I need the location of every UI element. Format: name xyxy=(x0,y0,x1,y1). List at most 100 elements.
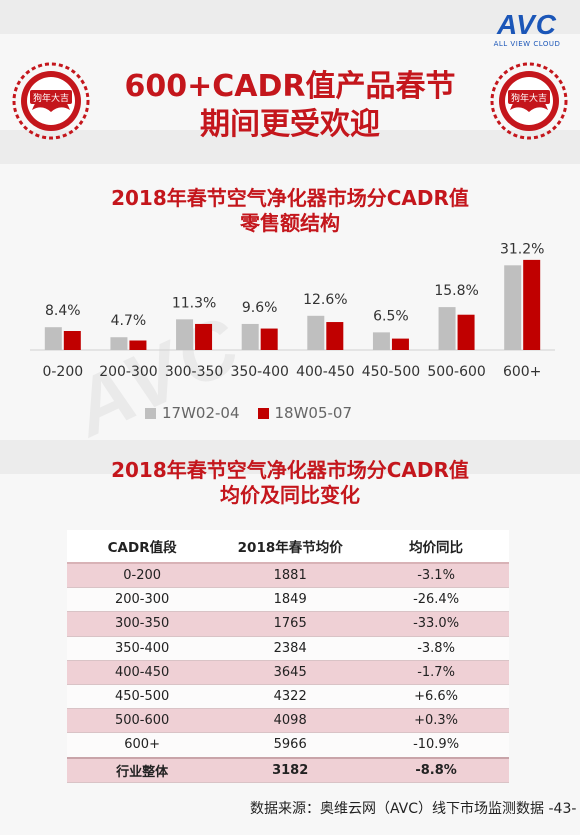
data-label: 31.2% xyxy=(500,241,544,257)
data-label: 12.6% xyxy=(303,292,347,308)
table-cell: 3182 xyxy=(217,756,364,783)
bar-18w05-07 xyxy=(523,259,541,350)
bar-18w05-07 xyxy=(326,322,344,350)
table-title-line1: 2018年春节空气净化器市场分CADR值 xyxy=(111,458,469,482)
bar-17w02-04 xyxy=(241,323,259,350)
x-tick-label: 500-600 xyxy=(427,364,486,380)
table-cell: -8.8% xyxy=(363,756,509,783)
x-tick-label: 200-300 xyxy=(99,364,158,380)
table-cell: +0.3% xyxy=(363,708,509,734)
legend-swatch-red xyxy=(257,407,269,419)
x-tick-label: 350-400 xyxy=(230,364,289,380)
table-cell: 2384 xyxy=(217,636,364,661)
bar-18w05-07 xyxy=(457,314,475,350)
table-cell: 600+ xyxy=(67,732,218,758)
bar-17w02-04 xyxy=(438,307,456,350)
table-total-row: 行业整体 3182 -8.8% xyxy=(67,756,509,783)
bg-stripe xyxy=(0,440,580,474)
chart-legend: 17W02-04 18W05-07 xyxy=(145,404,352,422)
table-cell: -3.8% xyxy=(363,636,509,661)
seal-text: 狗年大吉 xyxy=(511,92,547,104)
bg-stripe xyxy=(0,0,580,34)
table-header: CADR值段 xyxy=(67,530,218,564)
logo-mark: AVC xyxy=(496,9,558,40)
bar-18w05-07 xyxy=(63,331,81,350)
seal-text: 狗年大吉 xyxy=(33,92,69,104)
table-header-row: CADR值段 2018年春节均价 均价同比 xyxy=(67,530,509,564)
table-header: 均价同比 xyxy=(363,530,509,564)
legend-swatch-gray xyxy=(145,407,156,419)
table-cell: 1849 xyxy=(217,587,364,613)
table-title-line2: 均价及同比变化 xyxy=(220,483,360,507)
data-label: 9.6% xyxy=(242,300,278,316)
data-label: 8.4% xyxy=(45,303,81,319)
table-row: 350-400 2384 -3.8% xyxy=(67,636,509,661)
data-label: 15.8% xyxy=(434,283,478,299)
legend-item: 18W05-07 xyxy=(257,404,353,422)
table-cell: 400-450 xyxy=(67,660,218,685)
bar-chart-svg: 8.4% 0-200 4.7% 200-300 11.3% 300-350 9.6% 350-… xyxy=(30,241,555,380)
page-title: 600+CADR值产品春节 期间更受欢迎 xyxy=(95,68,485,144)
table-row: 0-200 1881 -3.1% xyxy=(67,563,509,589)
bar-chart: 8.4% 0-200 4.7% 200-300 11.3% 300-350 9.6% 350-… xyxy=(30,240,555,390)
table-cell: 4322 xyxy=(217,684,364,710)
table-cell: -1.7% xyxy=(363,660,509,685)
chart-title-line1: 2018年春节空气净化器市场分CADR值 xyxy=(111,186,469,210)
bar-18w05-07 xyxy=(129,340,147,350)
x-tick-label: 600+ xyxy=(503,364,541,380)
bar-17w02-04 xyxy=(176,319,194,350)
x-tick-label: 0-200 xyxy=(42,364,83,380)
logo-subtitle: ALL VIEW CLOUD xyxy=(493,40,561,48)
bar-18w05-07 xyxy=(391,338,409,350)
x-tick-label: 300-350 xyxy=(165,364,224,380)
table-cell: 4098 xyxy=(217,708,364,734)
bar-17w02-04 xyxy=(44,327,62,350)
table-cell: +6.6% xyxy=(363,684,509,710)
table-cell: 500-600 xyxy=(67,708,218,734)
legend-item: 17W02-04 xyxy=(145,404,240,422)
data-label: 11.3% xyxy=(172,295,216,311)
table-title: 2018年春节空气净化器市场分CADR值 均价及同比变化 xyxy=(40,458,540,508)
avc-logo: AVC ALL VIEW CLOUD xyxy=(482,10,572,54)
bar-17w02-04 xyxy=(504,265,522,350)
page-number: -43- xyxy=(548,801,577,817)
table-row: 600+ 5966 -10.9% xyxy=(67,732,509,758)
footer: 数据来源：奥维云网（AVC）线下市场监测数据 -43- xyxy=(250,798,576,818)
table-cell: 1881 xyxy=(217,563,364,589)
table-cell: 350-400 xyxy=(67,636,218,661)
table-cell: 0-200 xyxy=(67,563,218,589)
page-title-line1: 600+CADR值产品春节 xyxy=(124,69,456,104)
price-table: CADR值段 2018年春节均价 均价同比 0-200 1881 -3.1% 2… xyxy=(67,530,509,783)
bar-18w05-07 xyxy=(195,323,213,350)
data-label: 6.5% xyxy=(373,308,409,324)
papercut-right-icon: 狗年大吉 xyxy=(488,60,570,142)
x-tick-label: 400-450 xyxy=(296,364,355,380)
table-cell: 450-500 xyxy=(67,684,218,710)
x-tick-label: 450-500 xyxy=(362,364,421,380)
bar-18w05-07 xyxy=(260,328,278,350)
table-row: 500-600 4098 +0.3% xyxy=(67,708,509,734)
table-cell: 5966 xyxy=(217,732,364,758)
data-source: 数据来源：奥维云网（AVC）线下市场监测数据 xyxy=(250,801,545,817)
chart-title: 2018年春节空气净化器市场分CADR值 零售额结构 xyxy=(40,186,540,236)
table-row: 200-300 1849 -26.4% xyxy=(67,587,509,613)
papercut-left-icon: 狗年大吉 xyxy=(10,60,92,142)
legend-label: 18W05-07 xyxy=(274,404,353,422)
table-cell: -3.1% xyxy=(363,563,509,589)
table-cell: 3645 xyxy=(217,660,364,685)
legend-label: 17W02-04 xyxy=(162,404,240,422)
table-row: 450-500 4322 +6.6% xyxy=(67,684,509,710)
chart-title-line2: 零售额结构 xyxy=(240,211,340,235)
table-cell: -26.4% xyxy=(363,587,509,613)
table-cell: 行业整体 xyxy=(67,756,218,783)
bar-17w02-04 xyxy=(307,315,325,350)
table-row: 400-450 3645 -1.7% xyxy=(67,660,509,685)
bar-17w02-04 xyxy=(110,337,128,350)
data-label: 4.7% xyxy=(111,313,147,329)
table-header: 2018年春节均价 xyxy=(217,530,364,564)
bar-17w02-04 xyxy=(372,332,390,350)
table-cell: 200-300 xyxy=(67,587,218,613)
bg-stripe xyxy=(0,130,580,164)
table-cell: -10.9% xyxy=(363,732,509,758)
table-cell: 1765 xyxy=(217,611,364,637)
